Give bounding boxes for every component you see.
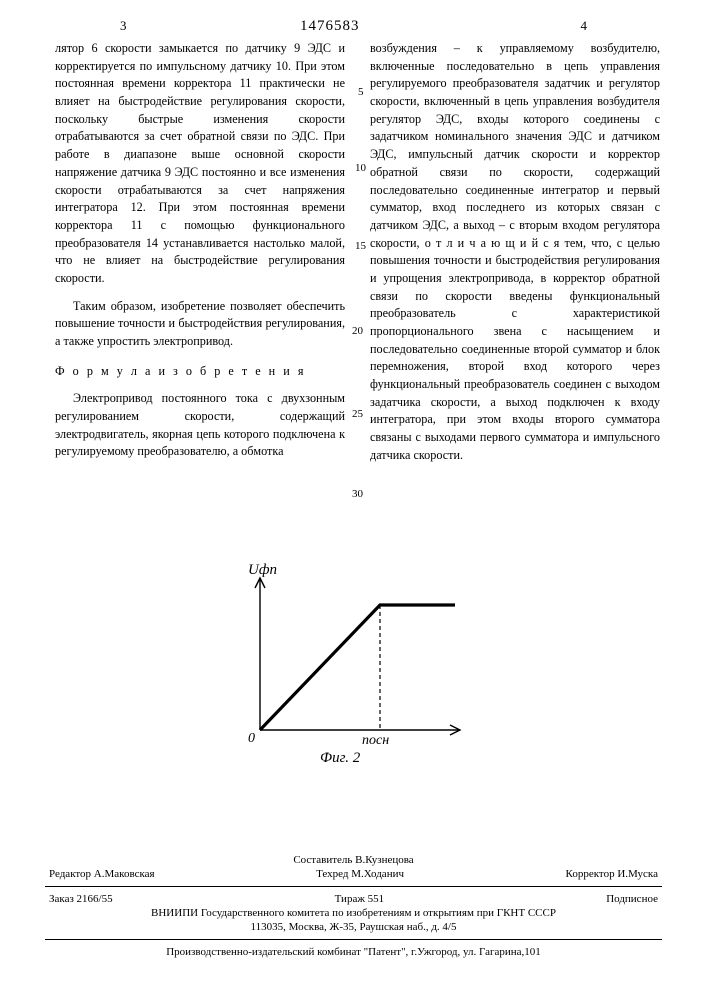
- footer-compiler: Составитель В.Кузнецова: [45, 854, 662, 866]
- chart-caption: Фиг. 2: [320, 750, 361, 766]
- footer-org-1: ВНИИПИ Государственного комитета по изоб…: [45, 907, 662, 919]
- footer-divider: [45, 939, 662, 940]
- line-marker: 5: [358, 86, 364, 98]
- right-column: возбуждения – к управляемому возбудителю…: [370, 40, 660, 475]
- footer-divider: [45, 886, 662, 887]
- line-marker: 25: [352, 408, 363, 420]
- footer-tech: Техред М.Ходанич: [316, 868, 404, 880]
- formula-heading: Ф о р м у л а и з о б р е т е н и я: [55, 363, 345, 381]
- footer-subscription: Подписное: [606, 893, 658, 905]
- chart-figure-2: 0 Uфп nосн Фиг. 2: [220, 560, 480, 770]
- footer-row-1: Редактор А.Маковская Техред М.Ходанич Ко…: [45, 868, 662, 880]
- line-marker: 30: [352, 488, 363, 500]
- footer-tirage: Тираж 551: [335, 893, 385, 905]
- footer-org-3: Производственно-издательский комбинат "П…: [45, 946, 662, 958]
- chart-curve: [260, 605, 455, 730]
- page: 3 1476583 4 лятор 6 скорости замыкается …: [0, 0, 707, 1000]
- footer-org-2: 113035, Москва, Ж-35, Раушская наб., д. …: [45, 921, 662, 933]
- footer-corrector: Корректор И.Муска: [566, 868, 658, 880]
- line-marker: 20: [352, 325, 363, 337]
- x-axis-label: nосн: [362, 733, 389, 748]
- left-paragraph-3: Электропривод постоянного тока с двухзон…: [55, 390, 345, 461]
- footer-row-2: Заказ 2166/55 Тираж 551 Подписное: [45, 893, 662, 905]
- footer-order: Заказ 2166/55: [49, 893, 113, 905]
- right-paragraph-1: возбуждения – к управляемому возбудителю…: [370, 40, 660, 465]
- page-number-left: 3: [120, 18, 127, 34]
- page-number-right: 4: [581, 18, 588, 34]
- line-marker: 10: [355, 162, 366, 174]
- origin-label: 0: [248, 731, 255, 746]
- left-paragraph-1: лятор 6 скорости замыкается по датчику 9…: [55, 40, 345, 288]
- document-number: 1476583: [300, 18, 360, 35]
- left-column: лятор 6 скорости замыкается по датчику 9…: [55, 40, 345, 471]
- footer: Составитель В.Кузнецова Редактор А.Маков…: [45, 852, 662, 960]
- footer-editor: Редактор А.Маковская: [49, 868, 155, 880]
- y-axis-label: Uфп: [248, 562, 277, 578]
- line-marker: 15: [355, 240, 366, 252]
- left-paragraph-2: Таким образом, изобретение позволяет обе…: [55, 298, 345, 351]
